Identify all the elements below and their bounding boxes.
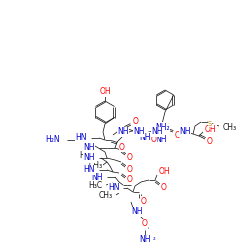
Text: HN: HN	[84, 166, 95, 174]
Text: NH: NH	[155, 136, 166, 144]
Text: NH₂: NH₂	[155, 122, 170, 132]
Text: CH₃: CH₃	[223, 122, 237, 132]
Text: O: O	[127, 166, 133, 174]
Text: NH: NH	[84, 154, 95, 162]
Text: O: O	[127, 154, 133, 162]
Text: H₂N: H₂N	[46, 136, 60, 144]
Text: O: O	[141, 196, 147, 205]
Text: O: O	[142, 220, 148, 228]
Text: NH: NH	[139, 236, 151, 244]
Text: NH: NH	[151, 128, 162, 136]
Text: NH: NH	[84, 144, 95, 152]
Text: CH₃: CH₃	[89, 160, 103, 170]
Text: OH: OH	[159, 168, 170, 176]
Text: O: O	[151, 134, 157, 143]
Text: HN: HN	[76, 134, 87, 142]
Text: H₃C: H₃C	[88, 180, 102, 190]
Text: S: S	[208, 121, 212, 127]
Text: O: O	[175, 130, 181, 140]
Text: NH: NH	[131, 208, 143, 216]
Text: O: O	[133, 118, 139, 126]
Text: OH: OH	[205, 124, 216, 134]
Text: O: O	[207, 138, 213, 146]
Text: NH: NH	[117, 128, 128, 136]
Text: NH: NH	[179, 128, 190, 136]
Text: HN: HN	[108, 184, 120, 192]
Text: NH₂: NH₂	[140, 132, 154, 141]
Text: CH₃: CH₃	[99, 190, 113, 200]
Text: ₂: ₂	[153, 235, 156, 241]
Text: O: O	[127, 176, 133, 184]
Text: O: O	[161, 184, 167, 192]
Text: NH: NH	[92, 172, 103, 182]
Text: O: O	[119, 142, 125, 152]
Text: OH: OH	[99, 88, 111, 96]
Text: NH: NH	[133, 128, 144, 136]
Text: H₃C: H₃C	[79, 150, 93, 160]
Text: H₃C: H₃C	[79, 150, 93, 160]
